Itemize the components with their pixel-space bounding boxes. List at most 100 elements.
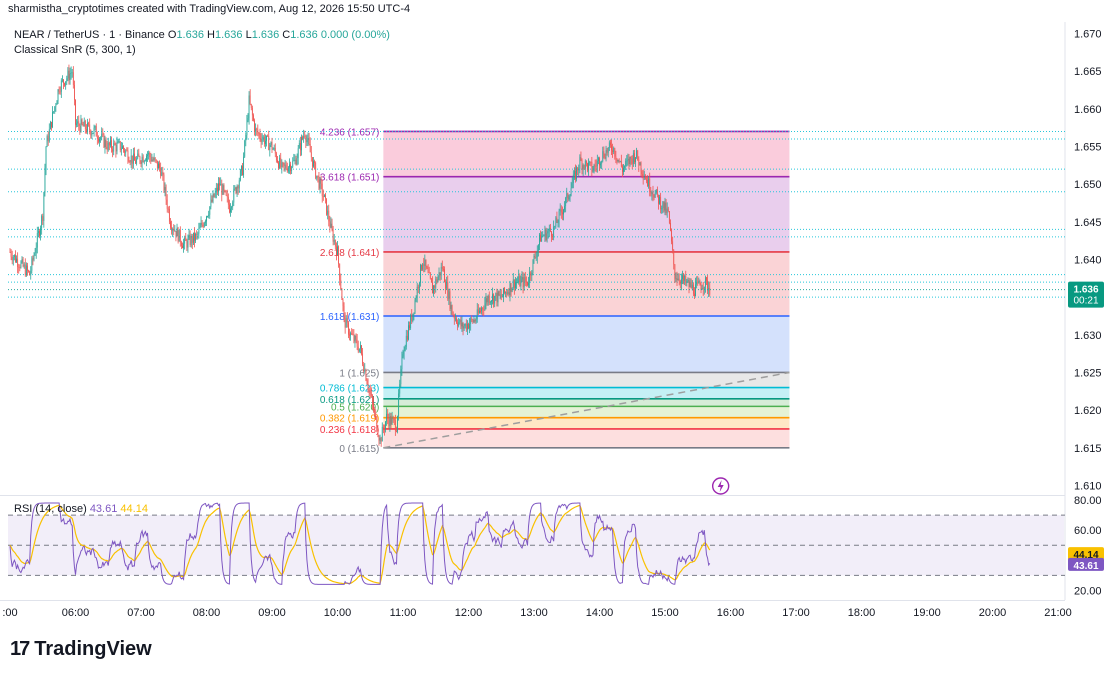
candle-body — [623, 167, 624, 172]
candle-body — [594, 165, 596, 167]
rsi-ma-value: 44.14 — [120, 503, 148, 515]
fib-level-label: 0 (1.615) — [339, 444, 379, 455]
candle-body — [177, 228, 179, 242]
candle-body — [545, 229, 547, 241]
candle-body — [334, 240, 336, 247]
candle-body — [277, 160, 278, 163]
candle-body — [379, 438, 381, 441]
time-tick-label: 19:00 — [913, 607, 941, 619]
candle-body — [414, 300, 416, 313]
candle-body — [88, 122, 89, 125]
candle-body — [406, 335, 408, 340]
lightning-icon — [711, 477, 730, 495]
candle-body — [338, 246, 339, 264]
candle-body — [646, 179, 647, 181]
time-tick-label: 20:00 — [979, 607, 1007, 619]
candle-body — [210, 199, 212, 207]
candle-body — [534, 256, 536, 258]
candle-body — [75, 99, 76, 125]
candle-body — [306, 140, 308, 143]
candle-body — [590, 161, 592, 163]
symbol-name[interactable]: NEAR / TetherUS · 1 · Binance — [14, 29, 165, 41]
candle-body — [686, 281, 688, 283]
candle-body — [391, 418, 393, 425]
candle-body — [435, 279, 437, 288]
candle-body — [251, 107, 253, 116]
candle-body — [267, 135, 269, 137]
candle-body — [35, 247, 37, 254]
rsi-tick-label: 60.00 — [1074, 525, 1102, 537]
candle-body — [553, 226, 555, 237]
candle-body — [652, 192, 654, 196]
candle-body — [437, 277, 439, 283]
candle-body — [376, 416, 378, 431]
time-tick-label: 08:00 — [193, 607, 221, 619]
candle-body — [100, 137, 102, 139]
candle-body — [497, 291, 499, 303]
candle-body — [301, 137, 302, 151]
ohlc-open: 1.636 — [176, 29, 204, 41]
candle-body — [48, 129, 50, 142]
candle-body — [295, 159, 297, 165]
candle-body — [186, 240, 188, 248]
candle-body — [672, 241, 674, 251]
candle-body — [358, 348, 360, 352]
candle-body — [382, 426, 384, 430]
candle-body — [578, 168, 580, 171]
candle-body — [125, 150, 127, 153]
candle-body — [342, 299, 344, 307]
candle-body — [220, 183, 222, 186]
candle-body — [330, 223, 332, 228]
candle-body — [80, 119, 82, 132]
candle-body — [331, 223, 333, 230]
candle-body — [117, 141, 119, 144]
candle-body — [404, 346, 406, 351]
candle-body — [213, 193, 215, 197]
candle-body — [455, 318, 456, 320]
candle-body — [541, 235, 543, 242]
candle-body — [309, 144, 311, 153]
rsi-value-badge — [1068, 557, 1104, 571]
candle-body — [356, 339, 358, 347]
time-tick-label: 16:00 — [717, 607, 745, 619]
ohlc-close-label: C — [282, 29, 291, 41]
candle-body — [340, 279, 342, 290]
candle-body — [237, 186, 239, 189]
candle-body — [143, 160, 145, 163]
candle-body — [505, 292, 507, 294]
candle-body — [360, 345, 361, 349]
candle-body — [232, 202, 234, 208]
rsi-legend[interactable]: RSI (14, close) 43.61 44.14 — [14, 503, 148, 515]
candle-body — [651, 192, 653, 194]
price-tick-label: 1.670 — [1074, 29, 1102, 41]
indicator-legend[interactable]: Classical SnR (5, 300, 1) — [14, 44, 136, 56]
candle-body — [507, 292, 509, 294]
bar-countdown: 00:21 — [1073, 296, 1098, 307]
candle-body — [634, 153, 635, 163]
candle-body — [596, 160, 598, 167]
candle-body — [95, 126, 97, 137]
price-chart[interactable]: 1.6701.6651.6601.6551.6501.6451.6401.635… — [0, 0, 1120, 630]
candle-body — [156, 160, 158, 169]
candle-body — [171, 227, 172, 231]
candle-body — [556, 217, 558, 223]
candle-body — [187, 238, 189, 248]
candle-body — [396, 430, 397, 432]
candle-body — [42, 216, 44, 221]
fib-zone — [383, 428, 790, 448]
time-tick-label: :00 — [2, 607, 17, 619]
candle-body — [123, 146, 124, 150]
candle-body — [188, 234, 190, 239]
symbol-legend[interactable]: NEAR / TetherUS · 1 · Binance O1.636 H1.… — [14, 29, 390, 41]
candle-body — [676, 278, 678, 281]
tradingview-logo[interactable]: 17 TradingView — [10, 638, 152, 661]
candle-body — [110, 140, 111, 146]
candle-body — [368, 389, 370, 391]
candle-body — [146, 155, 147, 161]
candle-body — [542, 235, 544, 237]
candle-body — [178, 230, 180, 242]
candle-body — [631, 158, 633, 164]
candle-body — [668, 211, 670, 223]
candle-body — [161, 172, 163, 176]
candle-body — [411, 314, 413, 322]
